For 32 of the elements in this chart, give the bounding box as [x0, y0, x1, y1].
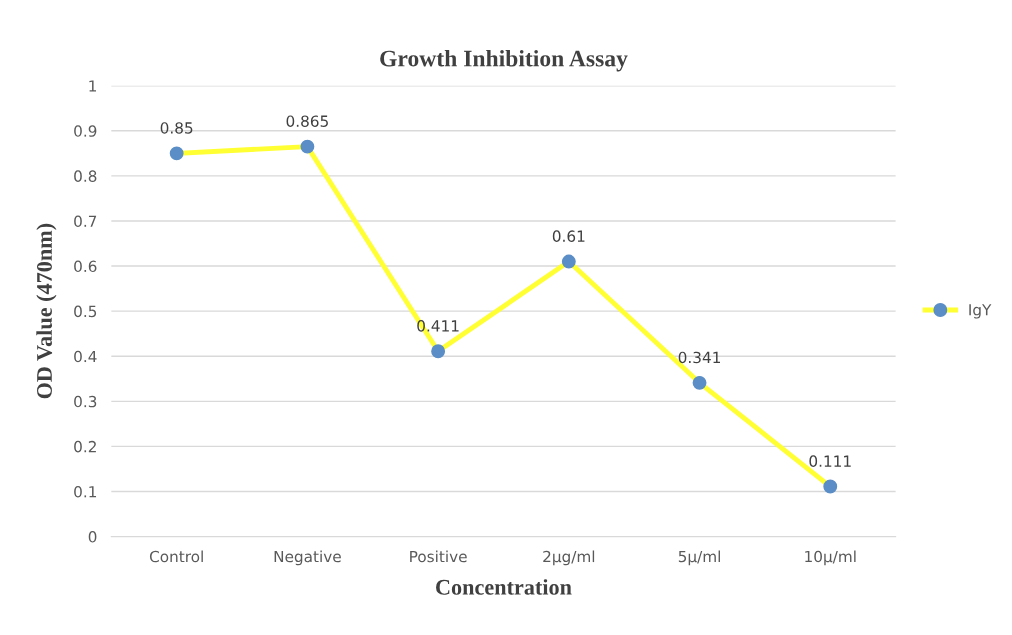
data-label: 0.61	[552, 230, 585, 242]
x-tick-label: Negative	[274, 550, 341, 566]
y-tick-label: 0.3	[74, 395, 97, 408]
data-label: 0.111	[809, 455, 851, 467]
point	[300, 139, 315, 154]
y-tick-label: 0.8	[74, 170, 97, 182]
chart-title: Growth Inhibition Assay	[380, 49, 628, 72]
data-label: 0.85	[160, 122, 193, 134]
y-tick-label: 0.1	[74, 485, 97, 498]
x-tick-label: 5μ/ml	[678, 550, 720, 566]
y-tick-label: 0.9	[74, 125, 97, 137]
point	[169, 146, 184, 161]
y-tick-label: 0.7	[74, 215, 97, 227]
y-tick-label: 0.2	[74, 440, 96, 453]
y-tick-label: 0	[88, 531, 97, 543]
x-axis-title: Concentration	[436, 579, 572, 595]
x-tick-label: 10μ/ml	[805, 550, 856, 566]
x-tick-label: Control	[149, 550, 203, 563]
y-tick-label: 0.4	[74, 350, 97, 363]
y-axis-title: OD Value (470nm)	[36, 223, 57, 399]
point	[431, 344, 446, 359]
point	[692, 375, 707, 390]
point	[561, 254, 576, 269]
y-tick-label: 0.5	[74, 305, 97, 318]
y-tick-label: 1	[89, 80, 97, 92]
y-tick-label: 0.6	[74, 260, 97, 273]
x-tick-label: 2μg/ml	[543, 550, 595, 566]
point	[823, 479, 838, 494]
data-label: 0.341	[678, 351, 720, 364]
legend-label: IgY	[969, 304, 992, 319]
x-tick-label: Positive	[410, 550, 467, 563]
data-label: 0.865	[286, 115, 328, 127]
